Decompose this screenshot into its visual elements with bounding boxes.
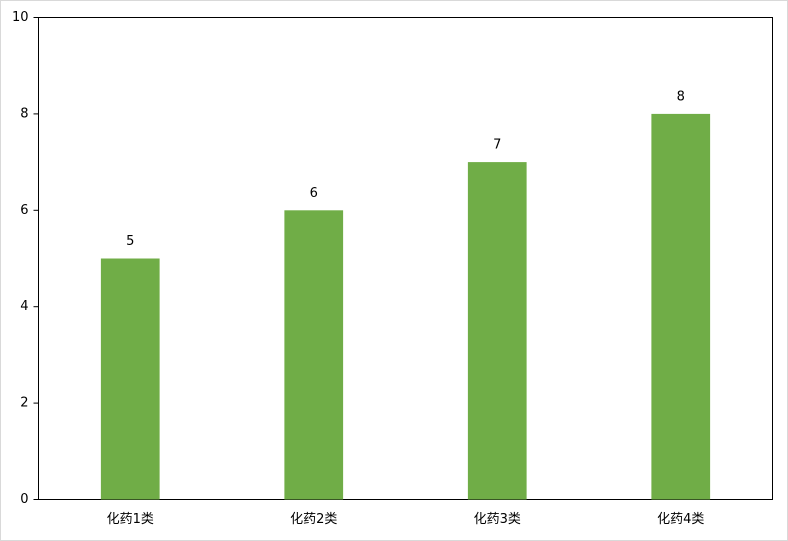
bar: [651, 113, 711, 500]
bar: [284, 210, 344, 500]
y-tick-label: 2: [20, 396, 28, 411]
data-label: 6: [310, 186, 318, 201]
data-label: 7: [493, 138, 501, 153]
y-tick-label: 4: [20, 299, 28, 314]
y-tick-label: 6: [20, 203, 28, 218]
y-tick-label: 8: [20, 106, 28, 121]
x-tick-label: 化药1类: [107, 512, 154, 527]
data-label: 8: [677, 89, 685, 104]
x-tick-label: 化药3类: [474, 512, 521, 527]
plot-frame: [38, 17, 773, 500]
x-tick-label: 化药2类: [290, 512, 337, 527]
x-tick-label: 化药4类: [657, 512, 704, 527]
bar: [467, 162, 527, 500]
y-tick-label: 10: [12, 10, 29, 25]
data-label: 5: [126, 234, 134, 249]
bar: [100, 258, 160, 500]
y-tick-label: 0: [20, 492, 28, 507]
